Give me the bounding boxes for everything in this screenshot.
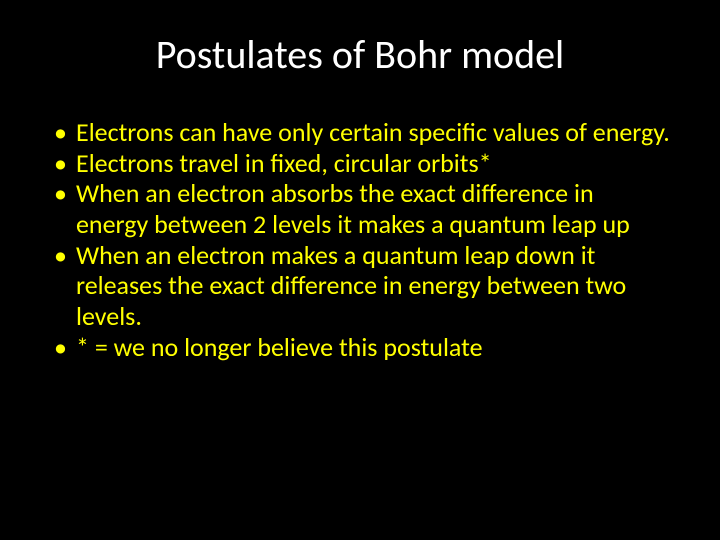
list-item: When an electron makes a quantum leap do… <box>50 240 670 332</box>
list-item: Electrons travel in fixed, circular orbi… <box>50 148 670 179</box>
slide: Postulates of Bohr model Electrons can h… <box>0 0 720 540</box>
slide-title: Postulates of Bohr model <box>50 30 670 79</box>
list-item: Electrons can have only certain specific… <box>50 117 670 148</box>
list-item: When an electron absorbs the exact diffe… <box>50 178 670 239</box>
list-item: * = we no longer believe this postulate <box>50 332 670 363</box>
bullet-list: Electrons can have only certain specific… <box>50 117 670 362</box>
